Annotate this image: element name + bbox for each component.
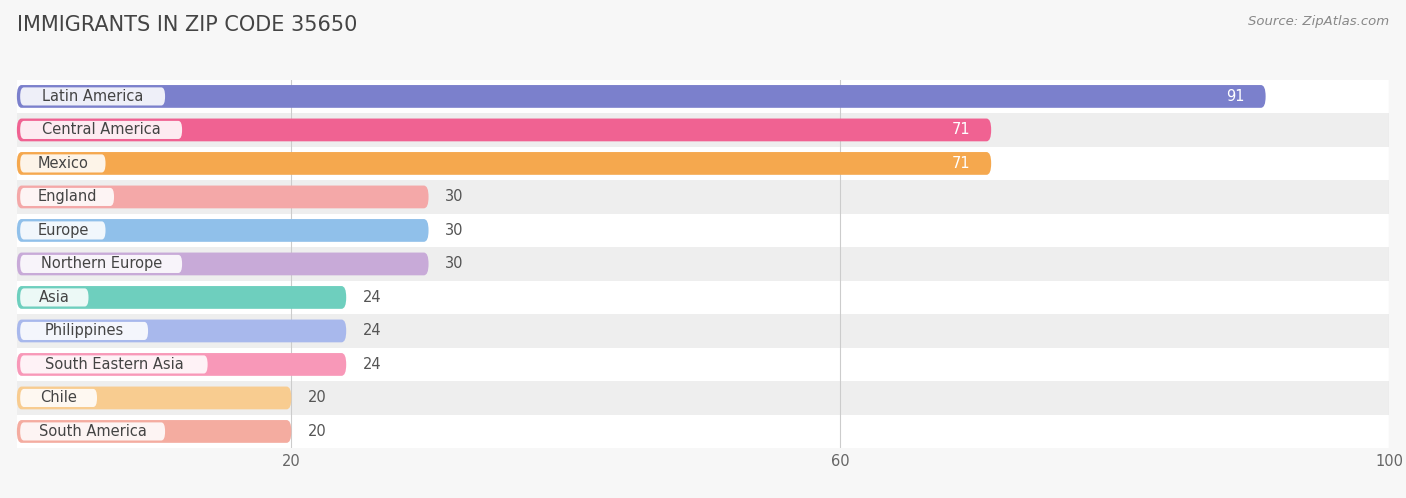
Text: 71: 71 <box>952 156 970 171</box>
FancyBboxPatch shape <box>20 422 165 441</box>
FancyBboxPatch shape <box>17 85 1265 108</box>
Text: IMMIGRANTS IN ZIP CODE 35650: IMMIGRANTS IN ZIP CODE 35650 <box>17 15 357 35</box>
FancyBboxPatch shape <box>20 121 183 139</box>
Bar <box>17 147 1389 180</box>
FancyBboxPatch shape <box>17 119 991 141</box>
Text: Latin America: Latin America <box>42 89 143 104</box>
FancyBboxPatch shape <box>17 186 429 208</box>
FancyBboxPatch shape <box>20 322 148 340</box>
FancyBboxPatch shape <box>20 356 208 374</box>
Bar <box>17 348 1389 381</box>
FancyBboxPatch shape <box>20 87 165 106</box>
FancyBboxPatch shape <box>17 320 346 342</box>
Text: Mexico: Mexico <box>38 156 89 171</box>
Text: Chile: Chile <box>41 390 77 405</box>
FancyBboxPatch shape <box>17 386 291 409</box>
Text: South Eastern Asia: South Eastern Asia <box>45 357 183 372</box>
FancyBboxPatch shape <box>17 252 429 275</box>
FancyBboxPatch shape <box>20 255 183 273</box>
Text: 91: 91 <box>1226 89 1246 104</box>
Text: 20: 20 <box>308 424 326 439</box>
FancyBboxPatch shape <box>17 219 429 242</box>
Text: 20: 20 <box>308 390 326 405</box>
Text: Europe: Europe <box>37 223 89 238</box>
Text: Northern Europe: Northern Europe <box>41 256 162 271</box>
Text: 24: 24 <box>363 357 381 372</box>
FancyBboxPatch shape <box>20 389 97 407</box>
Bar <box>17 281 1389 314</box>
FancyBboxPatch shape <box>20 288 89 306</box>
Text: England: England <box>38 189 97 205</box>
Bar <box>17 381 1389 415</box>
Bar <box>17 80 1389 113</box>
FancyBboxPatch shape <box>20 188 114 206</box>
Bar <box>17 247 1389 281</box>
Text: 30: 30 <box>446 223 464 238</box>
FancyBboxPatch shape <box>17 420 291 443</box>
Bar <box>17 180 1389 214</box>
Text: 24: 24 <box>363 323 381 339</box>
Text: 30: 30 <box>446 189 464 205</box>
Text: Asia: Asia <box>39 290 70 305</box>
Bar <box>17 113 1389 147</box>
Bar <box>17 415 1389 448</box>
FancyBboxPatch shape <box>17 286 346 309</box>
FancyBboxPatch shape <box>20 222 105 240</box>
Text: Central America: Central America <box>42 123 160 137</box>
Text: 24: 24 <box>363 290 381 305</box>
Text: Philippines: Philippines <box>45 323 124 339</box>
Bar <box>17 314 1389 348</box>
FancyBboxPatch shape <box>17 152 991 175</box>
Text: South America: South America <box>39 424 146 439</box>
Text: 71: 71 <box>952 123 970 137</box>
FancyBboxPatch shape <box>17 353 346 376</box>
Bar <box>17 214 1389 247</box>
Text: Source: ZipAtlas.com: Source: ZipAtlas.com <box>1249 15 1389 28</box>
FancyBboxPatch shape <box>20 154 105 172</box>
Text: 30: 30 <box>446 256 464 271</box>
